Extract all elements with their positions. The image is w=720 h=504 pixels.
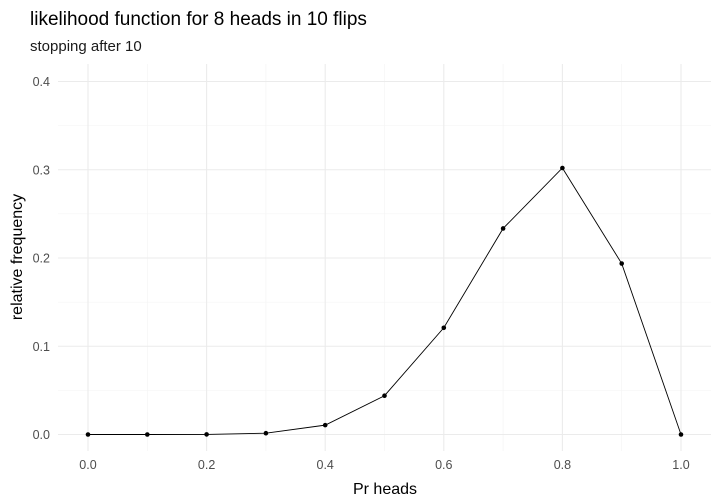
x-tick-label: 0.6: [435, 458, 452, 472]
x-tick-label: 1.0: [672, 458, 689, 472]
data-point: [678, 432, 684, 437]
x-tick-label: 0.2: [198, 458, 215, 472]
chart-title: likelihood function for 8 heads in 10 fl…: [30, 9, 367, 30]
x-axis-ticks: 0.0 0.2 0.4 0.6 0.8 1.0: [79, 458, 689, 472]
data-point: [560, 165, 565, 171]
x-tick-label: 0.8: [554, 458, 571, 472]
data-point: [145, 432, 150, 437]
y-tick-label: 0.2: [33, 252, 50, 266]
x-tick-label: 0.4: [317, 458, 334, 472]
y-tick-label: 0.0: [33, 428, 50, 442]
y-tick-label: 0.4: [33, 75, 50, 89]
y-tick-label: 0.3: [33, 163, 50, 177]
data-point: [500, 226, 506, 231]
series: [85, 165, 684, 437]
data-point: [85, 432, 91, 437]
data-point: [263, 430, 269, 436]
data-point: [382, 393, 387, 399]
y-axis-ticks: 0.0 0.1 0.2 0.3 0.4: [33, 75, 50, 442]
x-axis-title: Pr heads: [353, 481, 417, 498]
grid: [58, 64, 711, 451]
y-axis-title: relative frequency: [9, 194, 26, 320]
chart-subtitle: stopping after 10: [30, 38, 142, 55]
y-tick-label: 0.1: [33, 340, 50, 354]
data-point: [441, 325, 447, 331]
x-tick-label: 0.0: [79, 458, 96, 472]
data-point: [322, 422, 328, 428]
data-point: [619, 261, 624, 266]
data-point: [204, 432, 209, 437]
